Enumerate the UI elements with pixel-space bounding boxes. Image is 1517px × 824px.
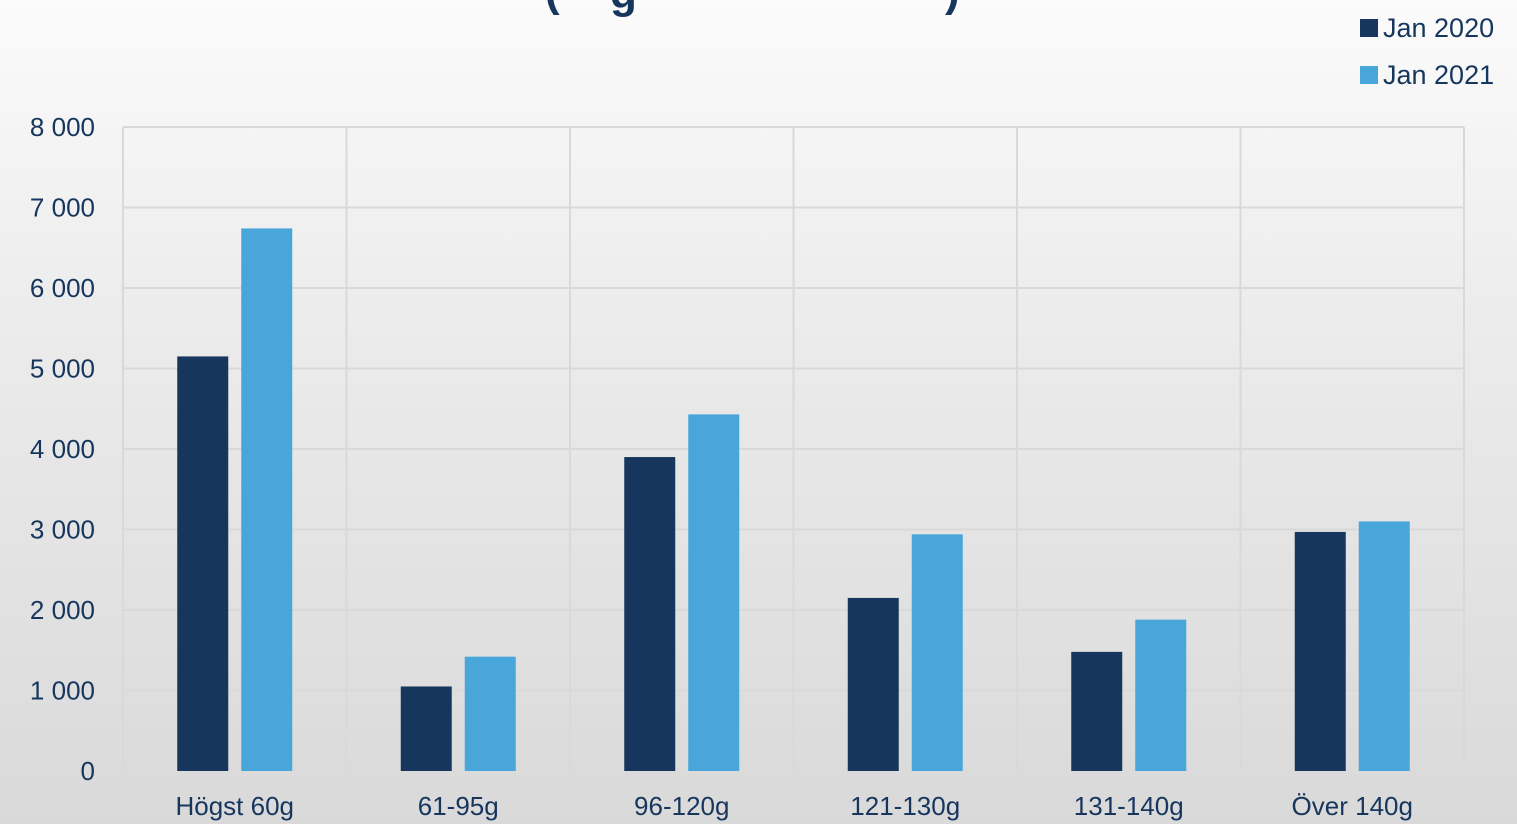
bar-jan-2021-0 (241, 228, 293, 771)
y-tick-label: 7 000 (30, 193, 95, 223)
y-tick-label: 8 000 (30, 112, 95, 142)
y-tick-label: 0 (81, 756, 95, 786)
y-tick-label: 5 000 (30, 354, 95, 384)
chart-title-open-paren: ( (545, 0, 560, 16)
legend: Jan 2020 Jan 2021 (1360, 13, 1494, 90)
y-tick-label: 1 000 (30, 676, 95, 706)
x-tick-label: 121-130g (850, 791, 960, 821)
y-tick-label: 6 000 (30, 273, 95, 303)
x-tick-label: 131-140g (1074, 791, 1184, 821)
legend-label: Jan 2021 (1383, 60, 1494, 90)
chart-title-close-paren: ) (945, 0, 960, 16)
x-tick-label: 96-120g (634, 791, 729, 821)
bar-jan-2021-3 (911, 534, 963, 771)
bar-jan-2020-5 (1294, 531, 1346, 771)
chart-title: ( g ) (545, 0, 960, 18)
y-tick-label: 4 000 (30, 434, 95, 464)
bar-jan-2021-1 (464, 656, 516, 771)
x-tick-label: Över 140g (1292, 791, 1413, 821)
y-axis-ticks: 0 1 000 2 000 3 000 4 000 5 000 6 000 7 000 8 00… (30, 112, 95, 786)
y-tick-label: 3 000 (30, 515, 95, 545)
chart-title-fragment-g: g (610, 0, 637, 18)
bar-jan-2020-1 (400, 686, 452, 771)
gridlines (122, 126, 1465, 771)
bars (177, 228, 1410, 771)
bar-jan-2020-0 (177, 356, 229, 771)
x-axis-ticks: Högst 60g 61-95g 96-120g 121-130g 131-140g Öv… (175, 791, 1412, 821)
bar-jan-2021-4 (1135, 619, 1187, 771)
bar-jan-2020-2 (624, 457, 676, 771)
bar-jan-2021-2 (688, 414, 740, 771)
legend-swatch (1360, 66, 1378, 84)
x-tick-label: Högst 60g (175, 791, 294, 821)
bar-jan-2020-4 (1071, 651, 1123, 771)
legend-swatch (1360, 19, 1378, 37)
y-tick-label: 2 000 (30, 595, 95, 625)
bar-jan-2021-5 (1358, 521, 1410, 771)
x-tick-label: 61-95g (418, 791, 499, 821)
legend-label: Jan 2020 (1383, 13, 1494, 43)
bar-jan-2020-3 (847, 597, 899, 771)
